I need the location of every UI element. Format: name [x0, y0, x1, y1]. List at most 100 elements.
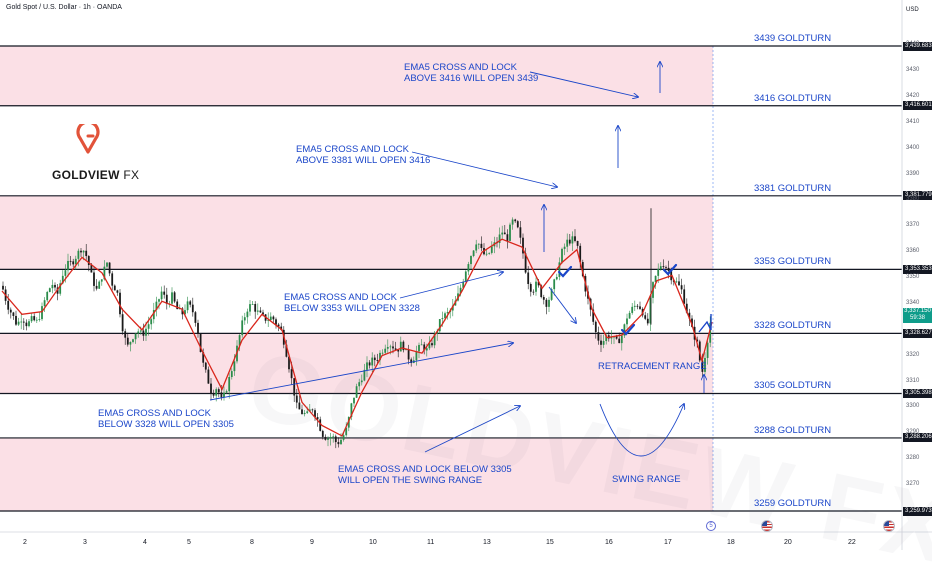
candle-body [82, 250, 85, 253]
candle-body [137, 331, 140, 334]
candle-body [262, 312, 264, 315]
candle-body [46, 291, 49, 301]
candle-body [475, 244, 478, 251]
candle-body [342, 435, 345, 440]
candle-body [9, 309, 12, 313]
candle-body [215, 389, 218, 396]
candle-body [553, 279, 556, 290]
us-flag-icon[interactable] [761, 520, 773, 532]
us-flag-icon[interactable] [883, 520, 895, 532]
candle-body [59, 283, 62, 294]
candle-body [116, 290, 119, 293]
candle-body [38, 319, 41, 320]
candle-body [139, 330, 142, 332]
candle-body [353, 397, 355, 404]
candle-body [163, 291, 166, 295]
candle-body [324, 436, 327, 440]
candle-body [293, 378, 296, 396]
candle-body [2, 285, 4, 290]
price-chart[interactable] [0, 0, 932, 550]
candle-body [204, 362, 207, 370]
price-tick-label: 3410 [906, 118, 920, 125]
candle-body [150, 319, 153, 325]
checkmark-icon [557, 265, 573, 278]
candle-body [108, 262, 111, 274]
price-tick-label: 3440 [906, 41, 920, 48]
candle-body [631, 306, 634, 313]
candle-body [306, 411, 309, 413]
candle-body [298, 402, 301, 410]
level-label: 3439 GOLDTURN [754, 33, 832, 44]
candle-body [259, 310, 262, 313]
candle-body [329, 436, 332, 439]
candle-body [233, 361, 236, 372]
level-price-tag: 3,353.353 [903, 264, 932, 274]
candle-body [511, 219, 514, 225]
candle-body [368, 362, 371, 366]
candle-body [373, 357, 376, 361]
candle-body [691, 318, 693, 327]
date-tick-label: 20 [784, 539, 792, 546]
candle-body [249, 304, 251, 312]
economic-event-icon[interactable]: 5 [706, 521, 716, 531]
candle-body [238, 335, 241, 346]
candle-body [566, 239, 569, 247]
candle-body [350, 403, 353, 418]
candle-body [394, 348, 397, 350]
zone-rect [0, 437, 713, 511]
candle-body [267, 320, 270, 321]
level-label: 3416 GOLDTURN [754, 92, 832, 104]
candle-body [90, 265, 93, 273]
candle-body [576, 240, 579, 246]
candle-body [441, 318, 444, 320]
candle-body [358, 382, 361, 387]
candle-body [386, 347, 389, 349]
axis-unit[interactable]: USD [906, 7, 919, 13]
candle-body [319, 419, 322, 431]
annotation-3305: EMA5 CROSS AND LOCK BELOW 3305 WILL OPEN… [338, 464, 512, 486]
candle-body [228, 377, 231, 392]
candle-body [529, 284, 532, 292]
candle-body [568, 239, 571, 244]
price-tick-label: 3370 [906, 222, 920, 229]
candle-body [477, 243, 480, 245]
candle-body [509, 224, 511, 241]
candle-body [51, 284, 54, 289]
logo-text: GOLDVIEW FX [52, 168, 139, 182]
candle-body [22, 321, 25, 323]
candle-body [548, 299, 550, 307]
candle-body [48, 288, 51, 292]
candle-body [654, 275, 657, 283]
candle-body [176, 301, 179, 310]
candle-body [644, 315, 647, 319]
checkmark-icon [620, 323, 636, 336]
date-tick-label: 3 [83, 539, 87, 546]
date-tick-label: 15 [546, 539, 554, 546]
date-tick-label: 8 [250, 539, 254, 546]
candle-body [649, 297, 652, 324]
candle-body [69, 260, 72, 262]
ema5-line [1, 238, 713, 437]
candle-body [355, 386, 358, 398]
candle-body [623, 324, 626, 336]
candle-body [311, 409, 314, 411]
candle-body [462, 281, 465, 288]
candle-body [119, 292, 121, 315]
candle-body [472, 250, 475, 257]
candle-body [384, 348, 387, 353]
candle-body [95, 285, 98, 289]
candle-body [602, 341, 605, 345]
candle-body [129, 341, 132, 345]
candle-body [345, 427, 348, 436]
candle-body [592, 309, 595, 322]
candle-body [480, 243, 483, 248]
candle-body [301, 409, 303, 415]
price-tick-label: 3360 [906, 248, 920, 255]
candle-body [438, 319, 441, 332]
level-label: 3305 GOLDTURN [754, 380, 832, 392]
candle-body [217, 389, 220, 393]
candle-body [269, 316, 272, 321]
candle-body [17, 321, 20, 325]
candle-body [680, 285, 683, 290]
